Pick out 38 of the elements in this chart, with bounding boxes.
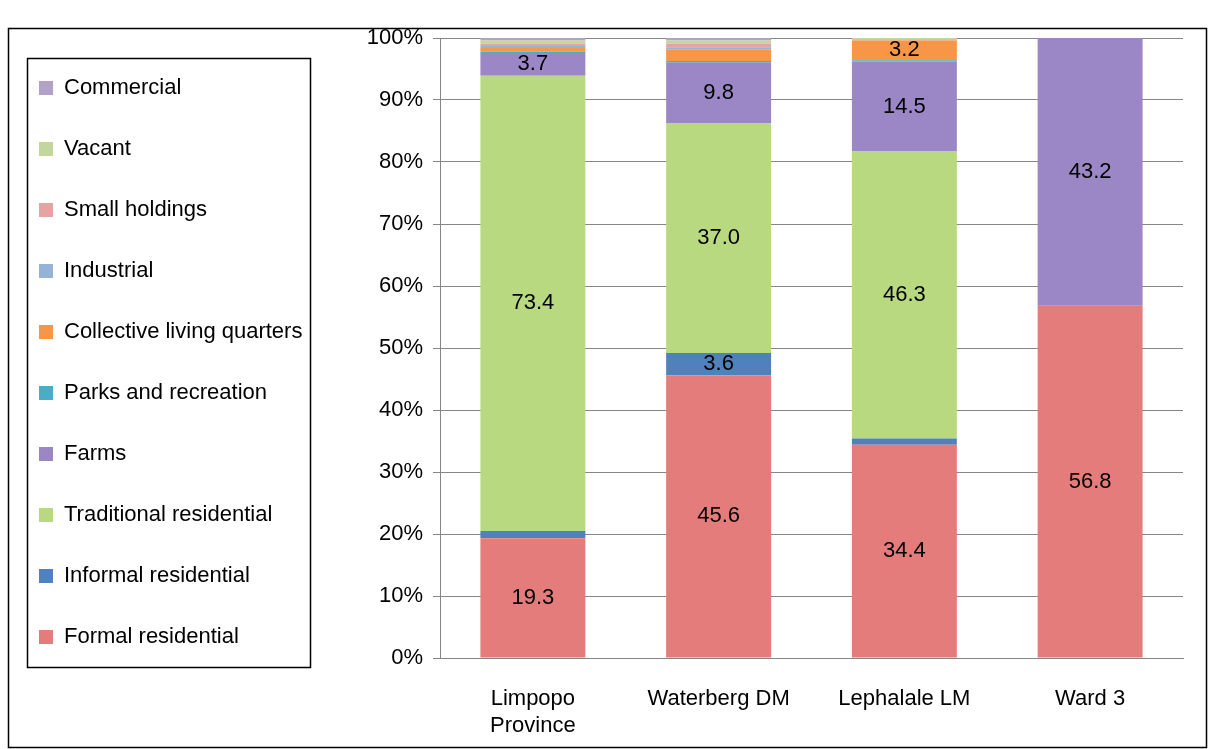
y-tick-label: 60% (378, 272, 423, 298)
data-label: 3.7 (517, 50, 549, 76)
legend-label: Collective living quarters (64, 318, 303, 344)
x-tick-label: Waterberg DM (647, 685, 790, 711)
data-label: 73.4 (511, 289, 555, 315)
y-tick-label: 40% (378, 396, 423, 422)
y-tick-label: 0% (391, 644, 423, 670)
legend-label: Industrial (64, 257, 154, 283)
data-label: 9.8 (703, 79, 734, 105)
legend-label: Parks and recreation (64, 379, 267, 405)
y-tick-label: 70% (378, 210, 423, 236)
y-tick-label: 100% (366, 24, 423, 50)
data-label: 37.0 (697, 224, 741, 250)
legend-label: Small holdings (64, 196, 208, 222)
x-tick-label: Lephalale LM (838, 685, 971, 711)
y-tick-label: 20% (378, 520, 423, 546)
y-tick-label: 80% (378, 148, 423, 174)
x-tick-label: Limpopo Province (490, 685, 576, 737)
data-label: 45.6 (697, 502, 741, 528)
data-label: 43.2 (1068, 157, 1112, 183)
legend-label: Informal residential (64, 562, 250, 588)
data-label: 56.8 (1068, 467, 1112, 493)
legend-label: Formal residential (64, 623, 239, 649)
legend-label: Commercial (64, 74, 182, 100)
y-tick-label: 30% (378, 458, 423, 484)
y-tick-label: 50% (378, 334, 423, 360)
data-label: 46.3 (882, 281, 926, 307)
data-label: 14.5 (882, 92, 926, 118)
data-label: 34.4 (882, 537, 926, 563)
data-label: 3.2 (889, 36, 920, 62)
y-tick-label: 90% (378, 86, 423, 112)
x-tick-label: Ward 3 (1055, 685, 1126, 711)
legend-label: Vacant (64, 135, 131, 161)
data-label: 3.6 (703, 350, 734, 376)
legend-label: Farms (64, 440, 127, 466)
data-label: 19.3 (511, 583, 555, 609)
y-tick-label: 10% (378, 582, 423, 608)
legend-label: Traditional residential (64, 501, 273, 527)
